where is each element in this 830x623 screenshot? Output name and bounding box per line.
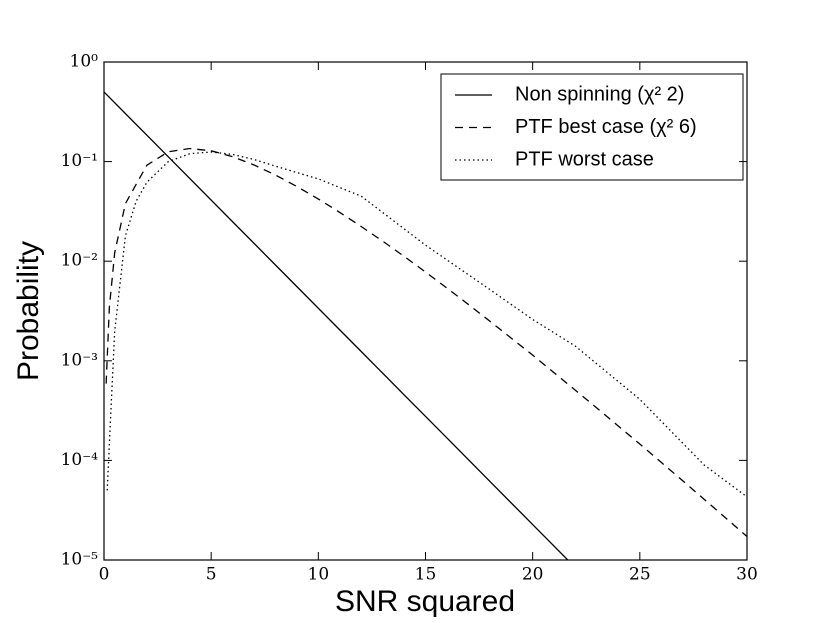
x-axis-label: SNR squared xyxy=(335,585,515,618)
x-tick-label: 15 xyxy=(415,565,437,585)
y-tick-label: 10⁻⁴ xyxy=(61,450,99,470)
legend-label: Non spinning (χ² 2) xyxy=(515,83,684,105)
y-tick-label: 10⁰ xyxy=(70,52,99,72)
y-tick-label: 10⁻⁵ xyxy=(61,550,99,570)
y-tick-label: 10⁻³ xyxy=(61,350,98,370)
x-tick-label: 20 xyxy=(522,565,544,585)
x-tick-label: 30 xyxy=(736,565,758,585)
y-tick-label: 10⁻² xyxy=(61,251,98,271)
legend-box xyxy=(440,73,744,181)
y-tick-label: 10⁻¹ xyxy=(61,151,98,171)
x-tick-label: 5 xyxy=(206,565,217,585)
y-axis-label: Probability xyxy=(12,241,45,381)
line-series xyxy=(105,147,747,538)
x-tick-label: 25 xyxy=(629,565,651,585)
x-tick-label: 0 xyxy=(99,565,110,585)
legend-label: PTF best case (χ² 6) xyxy=(515,116,697,138)
line-series xyxy=(106,151,747,498)
legend-label: PTF worst case xyxy=(515,148,654,170)
line-series xyxy=(104,91,569,560)
x-tick-label: 10 xyxy=(308,565,330,585)
